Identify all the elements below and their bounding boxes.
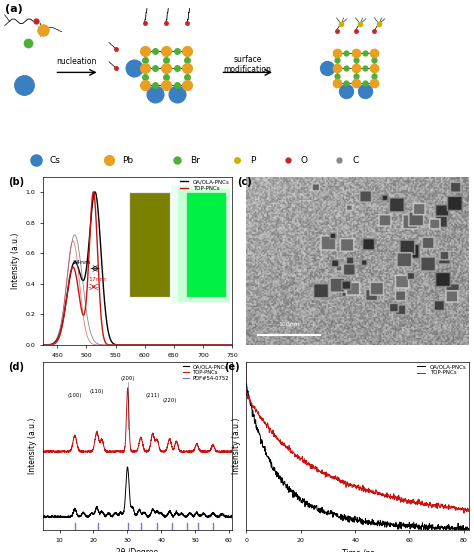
Y-axis label: Intensity (a.u.): Intensity (a.u.)	[10, 232, 19, 289]
OA/OLA-PNCs	[373, 519, 379, 526]
OA/OLA-PNCs	[131, 342, 137, 348]
TOP-PNCs	[131, 342, 137, 348]
Text: O: O	[301, 156, 308, 164]
Legend: OA/OLA-PNCs, TOP-PNCs: OA/OLA-PNCs, TOP-PNCs	[180, 179, 229, 190]
Text: 24nm: 24nm	[72, 260, 90, 265]
Legend: OA/OLA-PNCs, TOP-PNCs: OA/OLA-PNCs, TOP-PNCs	[417, 364, 466, 375]
Text: (b): (b)	[9, 177, 25, 187]
X-axis label: Time /ns: Time /ns	[342, 548, 374, 552]
Text: (100): (100)	[68, 393, 82, 398]
OA/OLA-PNCs	[466, 525, 472, 532]
TOP-PNCs	[386, 493, 392, 500]
Text: Br: Br	[190, 156, 200, 164]
OA/OLA-PNCs	[257, 432, 263, 438]
Text: (200): (200)	[120, 375, 135, 380]
Text: surface: surface	[233, 55, 262, 63]
TOP-PNCs	[244, 390, 250, 397]
OA/OLA-PNCs	[229, 342, 235, 348]
TOP-PNCs	[466, 506, 472, 513]
Text: (220): (220)	[163, 397, 177, 402]
TOP-PNCs	[153, 342, 159, 348]
TOP-PNCs	[196, 342, 201, 348]
OA/OLA-PNCs	[196, 342, 201, 348]
Text: Pb: Pb	[122, 156, 133, 164]
TOP-PNCs	[143, 342, 148, 348]
OA/OLA-PNCs	[412, 523, 418, 530]
OA/OLA-PNCs	[385, 521, 391, 527]
Line: OA/OLA-PNCs: OA/OLA-PNCs	[246, 384, 469, 530]
Text: (110): (110)	[90, 389, 104, 394]
Text: Cs: Cs	[49, 156, 60, 164]
TOP-PNCs	[257, 414, 263, 421]
OA/OLA-PNCs	[436, 521, 441, 528]
TOP-PNCs	[40, 342, 46, 348]
Text: (d): (d)	[9, 362, 25, 371]
TOP-PNCs	[436, 500, 441, 506]
TOP-PNCs	[225, 342, 231, 348]
TOP-PNCs	[91, 189, 96, 195]
OA/OLA-PNCs	[379, 519, 384, 526]
Text: 17nm: 17nm	[89, 277, 107, 282]
TOP-PNCs	[413, 500, 419, 506]
OA/OLA-PNCs	[153, 342, 159, 348]
TOP-PNCs	[130, 342, 136, 348]
X-axis label: Wavelength /nm: Wavelength /nm	[106, 363, 169, 372]
TOP-PNCs	[244, 391, 249, 397]
TOP-PNCs	[379, 492, 385, 498]
OA/OLA-PNCs	[92, 189, 98, 195]
Text: nucleation: nucleation	[56, 57, 97, 66]
Y-axis label: Intensity (a.u.): Intensity (a.u.)	[28, 417, 37, 474]
OA/OLA-PNCs	[143, 342, 148, 348]
TOP-PNCs	[461, 510, 467, 517]
Text: (e): (e)	[224, 362, 240, 371]
Line: OA/OLA-PNCs: OA/OLA-PNCs	[43, 192, 232, 345]
Text: modification: modification	[223, 65, 272, 73]
OA/OLA-PNCs	[462, 527, 468, 533]
Y-axis label: Intensity (a.u.): Intensity (a.u.)	[232, 417, 241, 474]
OA/OLA-PNCs	[130, 342, 136, 348]
Text: P: P	[250, 156, 255, 164]
Text: (a): (a)	[5, 4, 22, 14]
OA/OLA-PNCs	[40, 342, 46, 348]
Legend: OA/OLA-PNCs, TOP-PNCs, PDF#54-0752: OA/OLA-PNCs, TOP-PNCs, PDF#54-0752	[183, 364, 229, 381]
Line: TOP-PNCs: TOP-PNCs	[246, 394, 469, 513]
Line: TOP-PNCs: TOP-PNCs	[43, 192, 232, 345]
Text: (c): (c)	[237, 177, 252, 187]
TOP-PNCs	[374, 487, 379, 494]
Text: 100nm: 100nm	[278, 322, 300, 327]
OA/OLA-PNCs	[244, 380, 249, 387]
Text: (211): (211)	[146, 393, 160, 398]
OA/OLA-PNCs	[225, 342, 231, 348]
X-axis label: 2θ /Degree: 2θ /Degree	[117, 548, 158, 552]
TOP-PNCs	[229, 342, 235, 348]
Text: C: C	[352, 156, 358, 164]
